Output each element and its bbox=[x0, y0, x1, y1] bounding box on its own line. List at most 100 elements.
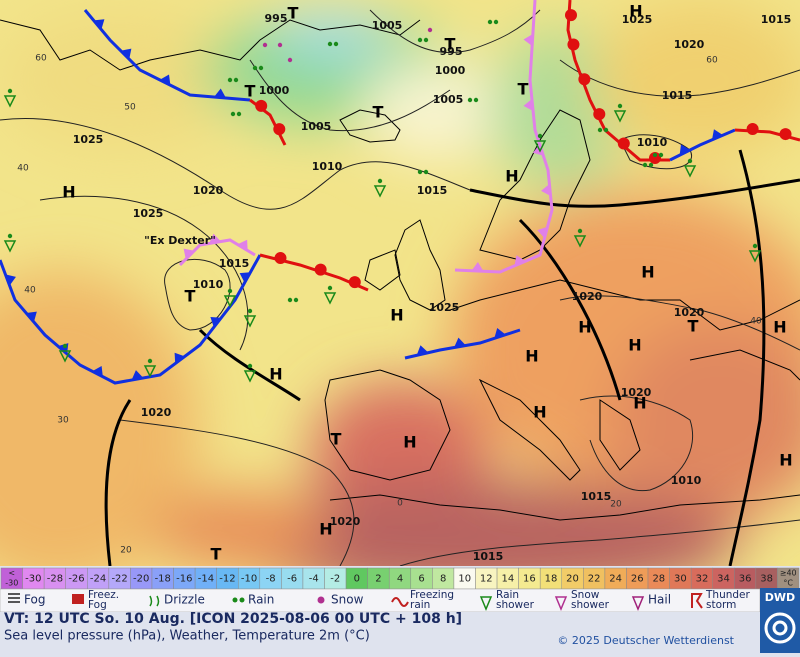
colorbar-label: 12 bbox=[480, 574, 493, 585]
rain-dot bbox=[247, 363, 253, 369]
legend-label: Rain bbox=[248, 593, 274, 607]
isobar-label: 1005 bbox=[372, 19, 403, 32]
legend-label: Snow bbox=[571, 589, 600, 601]
isobar-label: 1015 bbox=[581, 490, 612, 503]
colorbar-label: -30 bbox=[25, 574, 41, 585]
shower-symbol bbox=[223, 295, 237, 308]
rain-dot bbox=[377, 178, 383, 184]
colorbar-label: 4 bbox=[397, 574, 403, 585]
weather-symbols bbox=[3, 19, 762, 383]
temperature-label: 20 bbox=[120, 546, 132, 556]
shower-symbol bbox=[3, 95, 17, 108]
high-center: H bbox=[525, 347, 538, 366]
front-marker bbox=[273, 123, 286, 136]
legend-label: Freezing bbox=[410, 589, 454, 601]
front-marker bbox=[237, 239, 248, 251]
isobar-label: 1020 bbox=[674, 306, 705, 319]
high-center: H bbox=[578, 318, 591, 337]
low-center: T bbox=[211, 545, 222, 564]
colorbar-label: -22 bbox=[111, 574, 127, 585]
front-marker bbox=[174, 352, 185, 364]
rain-dot bbox=[467, 97, 473, 103]
rain-dot bbox=[648, 162, 654, 168]
rain-dot bbox=[327, 285, 333, 291]
colorbar-label: 20 bbox=[566, 574, 579, 585]
rain-dot bbox=[62, 343, 68, 349]
colorbar-label: -8 bbox=[266, 574, 276, 585]
front-marker bbox=[711, 129, 724, 140]
rain-dot bbox=[658, 152, 664, 158]
troughs bbox=[104, 149, 800, 566]
front-marker bbox=[214, 88, 226, 98]
high-center: H bbox=[629, 2, 642, 21]
temperature-label: 20 bbox=[610, 500, 622, 510]
storm-label: "Ex Dexter" bbox=[144, 234, 216, 247]
legend-label: Freez. bbox=[88, 589, 119, 601]
isobar-label: 1025 bbox=[622, 13, 653, 26]
high-center: H bbox=[319, 520, 332, 539]
rain-dot bbox=[293, 297, 299, 303]
isobar-label: 1020 bbox=[674, 38, 705, 51]
valid-time: VT: 12 UTC So. 10 Aug. [ICON 2025-08-06 … bbox=[4, 611, 462, 627]
front-marker bbox=[454, 337, 466, 348]
rain-dot bbox=[597, 127, 603, 133]
shower-symbol bbox=[58, 350, 72, 363]
high-center: H bbox=[779, 451, 792, 470]
legend-label: shower bbox=[496, 599, 535, 611]
colorbar-label: 34 bbox=[717, 574, 730, 585]
isobar-label: 1020 bbox=[193, 184, 224, 197]
isobar-label: 1020 bbox=[572, 290, 603, 303]
isobar-label: 995 bbox=[440, 45, 463, 58]
colorbar-label: 28 bbox=[652, 574, 665, 585]
high-center: H bbox=[641, 263, 654, 282]
description: Sea level pressure (hPa), Weather, Tempe… bbox=[4, 629, 370, 644]
temperature-label: 40 bbox=[24, 286, 36, 296]
legend-label: Snow bbox=[331, 593, 364, 607]
high-center: H bbox=[505, 167, 518, 186]
front-marker bbox=[514, 255, 526, 266]
shower-symbol bbox=[3, 240, 17, 253]
colorbar-label: -20 bbox=[133, 574, 149, 585]
high-center: H bbox=[533, 403, 546, 422]
front-marker bbox=[26, 311, 37, 323]
shower-symbol bbox=[683, 165, 697, 178]
front-marker bbox=[255, 99, 268, 112]
colorbar-label: -26 bbox=[68, 574, 84, 585]
rain-dot bbox=[252, 65, 258, 71]
front-marker bbox=[416, 345, 429, 356]
isobar-label: 1025 bbox=[429, 301, 460, 314]
rain-dot bbox=[617, 103, 623, 109]
front-marker bbox=[159, 74, 171, 86]
temperature-label: 60 bbox=[706, 56, 718, 66]
legend-label: Thunder bbox=[705, 589, 751, 601]
front-marker bbox=[314, 263, 327, 276]
temperature-label: 0 bbox=[397, 499, 403, 509]
front-marker bbox=[523, 99, 534, 111]
shower-symbol bbox=[143, 365, 157, 378]
rain-dot bbox=[230, 111, 236, 117]
snow-dot bbox=[427, 27, 433, 33]
front-marker bbox=[131, 370, 144, 381]
colorbar-label: -28 bbox=[47, 574, 63, 585]
isobar-label: 995 bbox=[265, 12, 288, 25]
colorbar-label: 6 bbox=[418, 574, 424, 585]
colorbar-label: 24 bbox=[609, 574, 622, 585]
front-marker bbox=[93, 19, 105, 30]
low-center: T bbox=[518, 80, 529, 99]
temperature-colorbar: <-30 -30 -28 -26 -24 -22 -20 -18 -16 -14 -12 -10 -8-… bbox=[0, 567, 800, 590]
temperature-field bbox=[0, 0, 800, 566]
rain-dot bbox=[233, 77, 239, 83]
rain-dot bbox=[487, 19, 493, 25]
shower-symbol bbox=[573, 235, 587, 248]
rain-dot bbox=[423, 37, 429, 43]
colorbar-label: -6 bbox=[287, 574, 297, 585]
low-center: T bbox=[688, 317, 699, 336]
rain-dot bbox=[652, 152, 658, 158]
legend-label: Drizzle bbox=[164, 593, 205, 607]
rain-dot bbox=[687, 158, 693, 164]
high-center: H bbox=[403, 433, 416, 452]
front-marker bbox=[5, 274, 16, 286]
legend-icon bbox=[691, 593, 703, 609]
rain-dot bbox=[537, 133, 543, 139]
